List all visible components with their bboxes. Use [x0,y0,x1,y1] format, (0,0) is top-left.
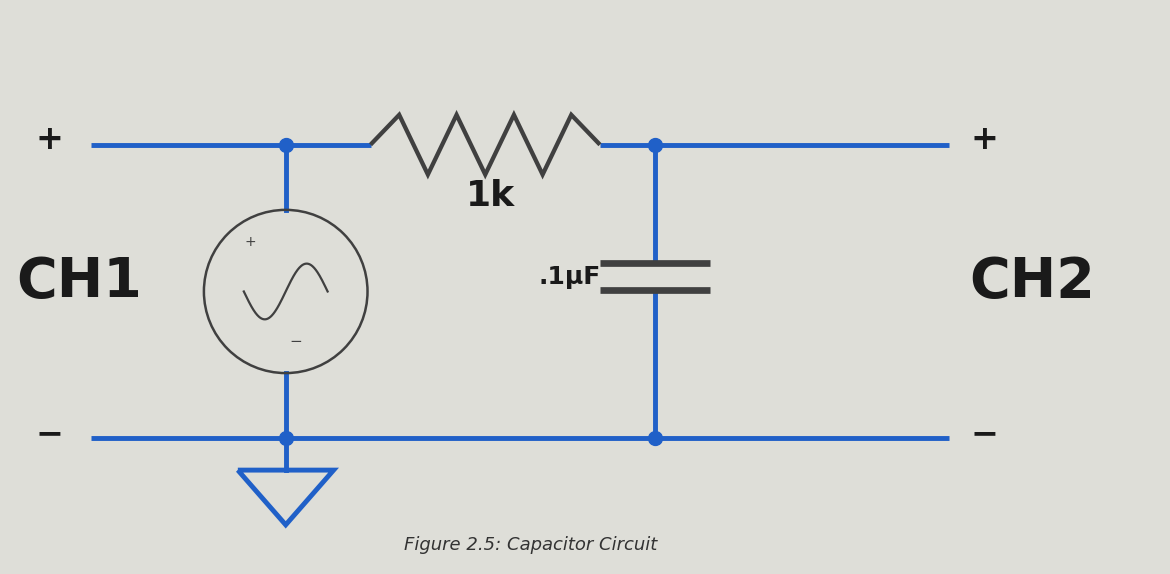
Text: Figure 2.5: Capacitor Circuit: Figure 2.5: Capacitor Circuit [404,536,656,554]
Text: .1μF: .1μF [539,265,601,289]
Point [276,434,295,443]
Text: 1k: 1k [466,180,515,214]
Text: +: + [245,235,256,249]
Text: −: − [970,417,998,450]
Point [646,434,665,443]
Point [276,140,295,149]
Text: CH2: CH2 [969,254,1095,309]
Text: +: + [970,123,998,156]
Text: −: − [289,333,302,349]
Text: −: − [35,417,63,450]
Text: +: + [35,123,63,156]
Point [646,140,665,149]
Text: CH1: CH1 [16,254,143,309]
